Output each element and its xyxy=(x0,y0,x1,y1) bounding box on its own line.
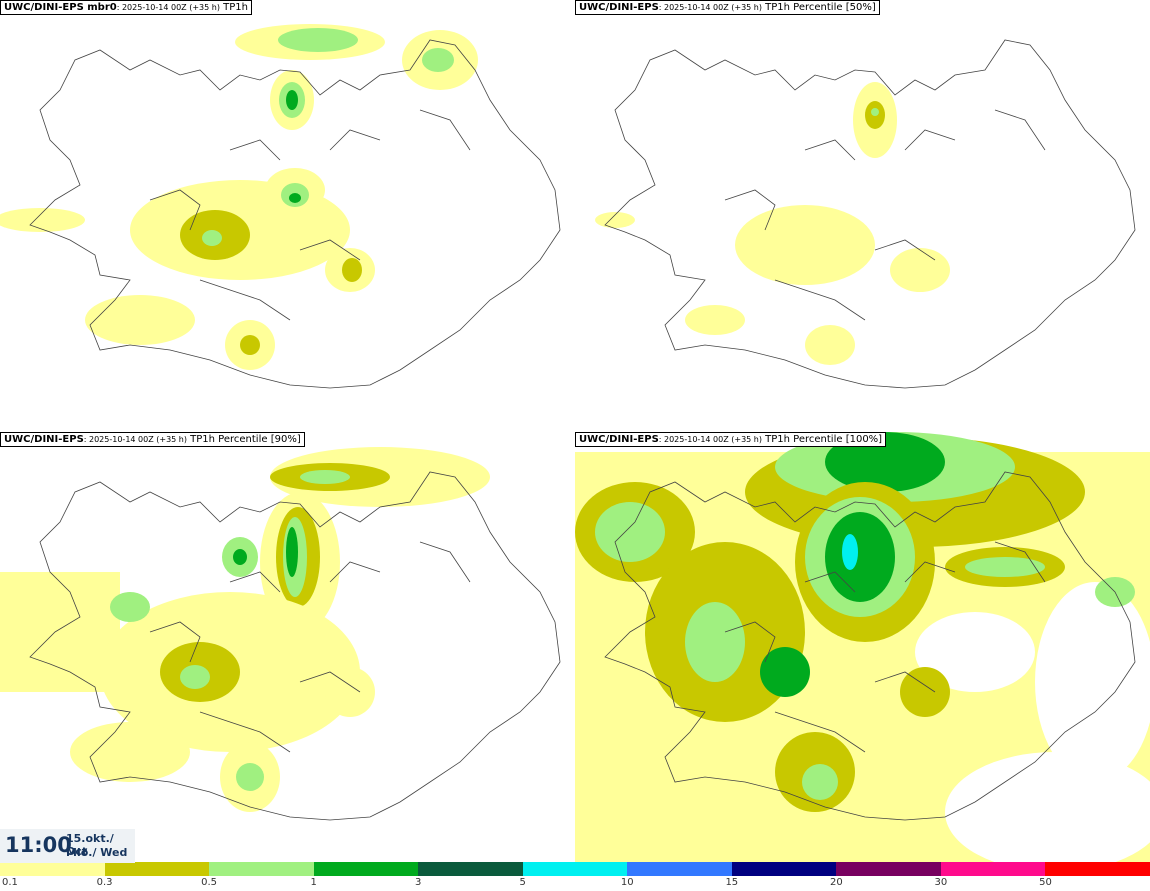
map-panel-p50: UWC/DINI-EPS: 2025-10-14 00Z (+35 h) TP1… xyxy=(575,0,1150,430)
valid-time-box: 11:00 15.okt./ Oct Mið./ Wed xyxy=(0,829,135,863)
field-name: TP1h Percentile [100%] xyxy=(761,434,883,445)
colorbar-segment xyxy=(731,862,837,876)
map-canvas xyxy=(0,447,561,821)
precip-field xyxy=(595,82,950,365)
colorbar xyxy=(0,862,1150,876)
field-name: TP1h xyxy=(219,2,248,13)
map-panel-p100: UWC/DINI-EPS: 2025-10-14 00Z (+35 h) TP1… xyxy=(575,432,1150,862)
colorbar-label: 50 xyxy=(1039,877,1052,888)
map-panel-p90: UWC/DINI-EPS: 2025-10-14 00Z (+35 h) TP1… xyxy=(0,432,575,862)
colorbar-label: 10 xyxy=(620,877,634,888)
product-name: UWC/DINI-EPS xyxy=(4,434,84,445)
coastline xyxy=(29,39,561,389)
panel-title: UWC/DINI-EPS mbr0: 2025-10-14 00Z (+35 h… xyxy=(0,0,252,15)
colorbar-label: 15 xyxy=(725,877,739,888)
colorbar-label: 0.5 xyxy=(201,877,218,888)
field-name: TP1h Percentile [90%] xyxy=(186,434,301,445)
colorbar-segment xyxy=(836,862,941,876)
valid-time: 11:00 xyxy=(5,833,72,857)
colorbar-segment xyxy=(209,862,314,876)
product-name: UWC/DINI-EPS xyxy=(579,2,659,13)
panel-title: UWC/DINI-EPS: 2025-10-14 00Z (+35 h) TP1… xyxy=(0,432,305,447)
map-panel-mbr0: UWC/DINI-EPS mbr0: 2025-10-14 00Z (+35 h… xyxy=(0,0,575,430)
panel-title: UWC/DINI-EPS: 2025-10-14 00Z (+35 h) TP1… xyxy=(575,432,887,447)
colorbar-segment xyxy=(104,862,210,876)
colorbar-label: 1 xyxy=(310,877,317,888)
precip-field xyxy=(0,447,490,812)
colorbar-segment xyxy=(627,862,732,876)
coastline xyxy=(604,39,1136,389)
product-name: UWC/DINI-EPS mbr0 xyxy=(4,2,117,13)
colorbar-labels: 0.1 0.3 0.5 1 3 5 10 15 20 30 50 xyxy=(0,876,1150,891)
colorbar-segment xyxy=(0,862,105,876)
colorbar-segment xyxy=(522,862,628,876)
colorbar-segment xyxy=(1045,862,1150,876)
valid-date-line1: 15.okt./ Oct xyxy=(66,832,114,858)
field-name: TP1h Percentile [50%] xyxy=(761,2,876,13)
colorbar-label: 20 xyxy=(829,877,843,888)
coastline xyxy=(604,471,1136,821)
map-canvas xyxy=(575,432,1150,862)
precip-field xyxy=(575,432,1150,862)
precip-field xyxy=(0,24,478,370)
colorbar-label: 3 xyxy=(414,877,422,888)
coastline xyxy=(29,471,561,821)
colorbar-label: 0.1 xyxy=(2,877,18,888)
colorbar-segment xyxy=(418,862,523,876)
colorbar-label: 0.3 xyxy=(96,877,113,888)
map-canvas xyxy=(595,39,1136,389)
colorbar-label: 5 xyxy=(519,877,526,888)
colorbar-label: 30 xyxy=(934,877,948,888)
colorbar-segment xyxy=(940,862,1046,876)
run-time: : 2025-10-14 00Z (+35 h) xyxy=(658,435,762,444)
map-canvas xyxy=(0,24,561,389)
valid-date-line2: Mið./ Wed xyxy=(66,846,128,859)
run-time: : 2025-10-14 00Z (+35 h) xyxy=(116,3,220,12)
run-time: : 2025-10-14 00Z (+35 h) xyxy=(83,435,187,444)
run-time: : 2025-10-14 00Z (+35 h) xyxy=(658,3,762,12)
colorbar-segment xyxy=(313,862,419,876)
panel-title: UWC/DINI-EPS: 2025-10-14 00Z (+35 h) TP1… xyxy=(575,0,880,15)
product-name: UWC/DINI-EPS xyxy=(579,434,659,445)
